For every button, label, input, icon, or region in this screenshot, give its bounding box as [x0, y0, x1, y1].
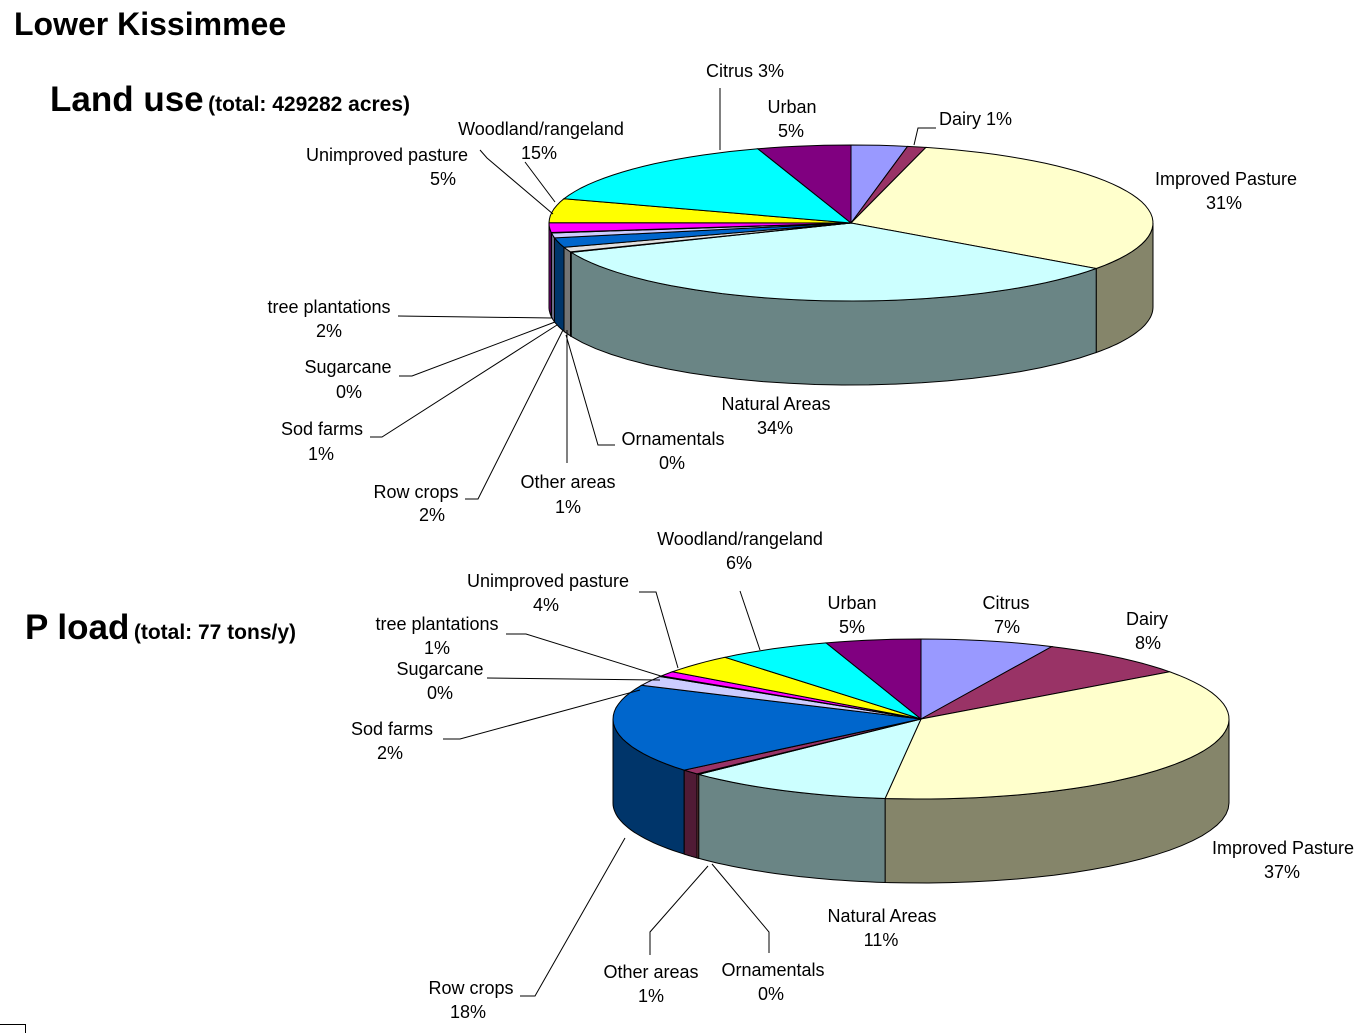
chart-subtitle: (total: 77 tons/y)	[133, 621, 297, 644]
slice-label-sugarcane: Sugarcane	[304, 357, 391, 377]
slice-label-row-crops: Row crops	[373, 482, 458, 502]
pie-slice-improved-pasture	[849, 146, 1154, 270]
slice-value-other-areas: 1%	[638, 986, 664, 1006]
leader-line-unimproved-pasture	[479, 149, 554, 215]
slice-label-improved-pasture: Improved Pasture	[1212, 838, 1354, 858]
leader-line-ornamentals	[565, 334, 615, 446]
slice-label-urban: Urban	[827, 593, 876, 613]
chart-heading-p-load: P load (total: 77 tons/y)	[25, 608, 296, 648]
slice-label-dairy: Dairy 1%	[939, 109, 1012, 129]
slice-value-improved-pasture: 31%	[1206, 193, 1242, 213]
slice-value-dairy: 8%	[1135, 633, 1161, 653]
slice-label-woodland-rangeland: Woodland/rangeland	[657, 529, 823, 549]
slice-label-urban: Urban	[767, 97, 816, 117]
pie-slice-natural-areas	[569, 222, 1099, 302]
leader-line-other-areas	[649, 865, 709, 955]
pie-slices	[548, 144, 1154, 302]
chart-title: Land use	[50, 80, 204, 119]
pie-slice-woodland-rangeland	[562, 148, 853, 224]
leader-line-sod-farms	[443, 689, 641, 740]
pie-side-other-areas	[683, 769, 698, 859]
slice-label-tree-plantations: tree plantations	[267, 297, 390, 317]
pie-slice-row-crops	[612, 684, 922, 771]
slice-value-ornamentals: 0%	[659, 453, 685, 473]
slice-value-tree-plantations: 1%	[424, 638, 450, 658]
slice-label-woodland-rangeland: Woodland/rangeland	[458, 119, 624, 139]
pie-slice-dairy	[920, 646, 1172, 720]
slice-label-ornamentals: Ornamentals	[621, 429, 724, 449]
slice-label-ornamentals: Ornamentals	[721, 960, 824, 980]
slice-value-sod-farms: 2%	[377, 743, 403, 763]
leader-line-dairy	[913, 127, 936, 146]
corner-mark	[0, 1024, 26, 1033]
pie-side-walls	[612, 718, 1230, 884]
pie-side-other-areas	[563, 246, 571, 337]
slice-value-improved-pasture: 37%	[1264, 862, 1300, 882]
slice-label-sod-farms: Sod farms	[281, 419, 363, 439]
pie-slice-urban	[756, 144, 852, 225]
pie-side-row-crops	[554, 236, 565, 333]
page-title: Lower Kissimmee	[14, 6, 287, 42]
slice-label-sod-farms: Sod farms	[351, 719, 433, 739]
slice-value-row-crops: 18%	[450, 1002, 486, 1022]
slice-label-sugarcane: Sugarcane	[396, 659, 483, 679]
slice-label-citrus: Citrus	[982, 593, 1029, 613]
leader-line-tree-plantations	[397, 315, 553, 319]
slice-value-sugarcane: 0%	[336, 382, 362, 402]
slice-label-dairy: Dairy	[1126, 609, 1168, 629]
slice-value-urban: 5%	[778, 121, 804, 141]
pie-chart-p-load: Citrus 7% Dairy 8% Improved Pasture 37% Natura…	[351, 529, 1354, 1022]
leader-line-ornamentals	[711, 863, 770, 953]
pie-slice-natural-areas	[698, 718, 922, 800]
pie-side-walls	[548, 222, 1154, 386]
slice-value-ornamentals: 0%	[758, 984, 784, 1004]
slice-label-row-crops: Row crops	[428, 978, 513, 998]
leader-line-woodland-rangeland	[739, 590, 761, 651]
slice-value-unimproved-pasture: 4%	[533, 595, 559, 615]
pie-slice-urban	[824, 638, 922, 721]
pie-chart-land-use: Citrus 3% Dairy 1% Improved Pasture 31% Natu…	[267, 61, 1297, 525]
pie-labels: Citrus 7% Dairy 8% Improved Pasture 37% Natura…	[351, 529, 1354, 1022]
pie-slice-citrus	[920, 638, 1054, 720]
slice-value-sod-farms: 1%	[308, 444, 334, 464]
chart-heading-land-use: Land use (total: 429282 acres)	[50, 80, 410, 120]
slice-value-natural-areas: 11%	[864, 930, 899, 950]
pie-slice-unimproved-pasture	[670, 656, 922, 720]
slice-value-woodland-rangeland: 15%	[521, 143, 557, 163]
leader-line-unimproved-pasture	[639, 591, 679, 669]
pie-slices	[612, 638, 1230, 800]
leader-line-sugarcane	[486, 677, 661, 681]
slice-value-woodland-rangeland: 6%	[726, 553, 752, 573]
slice-value-sugarcane: 0%	[427, 683, 453, 703]
leader-line-row-crops	[465, 329, 564, 500]
slice-value-citrus: 7%	[994, 617, 1020, 637]
slice-label-improved-pasture: Improved Pasture	[1155, 169, 1297, 189]
slice-label-other-areas: Other areas	[520, 472, 615, 492]
slice-value-natural-areas: 34%	[757, 418, 793, 438]
slice-value-unimproved-pasture: 5%	[430, 169, 456, 189]
slice-value-other-areas: 1%	[555, 497, 581, 517]
pie-slice-woodland-rangeland	[723, 642, 922, 720]
slice-label-other-areas: Other areas	[603, 962, 698, 982]
slice-label-unimproved-pasture: Unimproved pasture	[306, 145, 468, 165]
leader-line-woodland-rangeland	[524, 161, 556, 203]
pie-slice-improved-pasture	[884, 671, 1230, 800]
slice-label-natural-areas: Natural Areas	[721, 394, 830, 414]
leader-line-tree-plantations	[506, 633, 665, 678]
chart-title: P load	[25, 608, 130, 647]
slice-label-natural-areas: Natural Areas	[827, 906, 936, 926]
slice-value-tree-plantations: 2%	[316, 321, 342, 341]
slice-label-tree-plantations: tree plantations	[375, 614, 498, 634]
leader-line-row-crops	[520, 837, 626, 997]
slice-label-unimproved-pasture: Unimproved pasture	[467, 571, 629, 591]
slice-value-row-crops: 2%	[419, 505, 445, 525]
leader-line-sod-farms	[370, 324, 558, 438]
pie-labels: Citrus 3% Dairy 1% Improved Pasture 31% Natu…	[267, 61, 1297, 525]
slice-label-citrus: Citrus 3%	[706, 61, 784, 81]
chart-subtitle: (total: 429282 acres)	[208, 93, 411, 116]
slice-value-urban: 5%	[839, 617, 865, 637]
leader-line-sugarcane	[399, 321, 556, 377]
